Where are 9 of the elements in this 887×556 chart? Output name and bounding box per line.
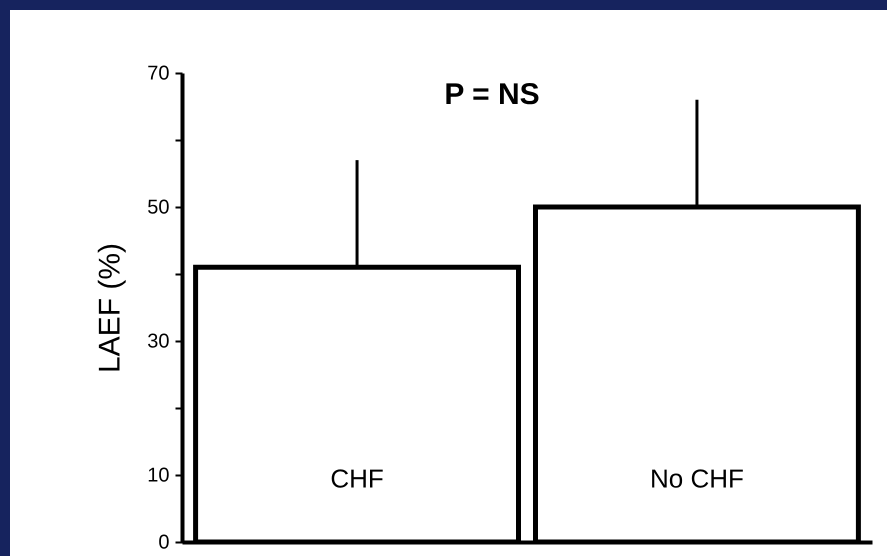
y-tick-label: 70 — [147, 62, 170, 84]
x-tick-label: CHF — [330, 464, 384, 494]
x-tick-label: No CHF — [650, 464, 744, 494]
y-tick-label: 0 — [158, 532, 170, 554]
y-tick-label: 30 — [147, 330, 170, 352]
y-axis-title: LAEF (%) — [93, 242, 126, 374]
y-tick-label: 10 — [147, 464, 170, 486]
annotation: P = NS — [444, 78, 540, 111]
y-tick-label: 50 — [147, 196, 170, 218]
